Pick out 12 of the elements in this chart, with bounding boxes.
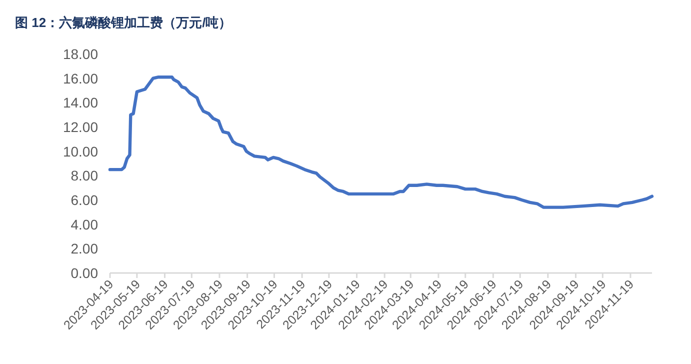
y-tick-label: 16.00 <box>62 70 98 86</box>
y-tick-label: 14.00 <box>62 94 98 111</box>
line-series <box>108 76 654 209</box>
y-tick-label: 6.00 <box>70 192 98 208</box>
y-tick-label: 18.00 <box>62 46 98 62</box>
y-tick-label: 12.00 <box>62 119 98 135</box>
y-tick-label: 4.00 <box>70 216 98 232</box>
y-tick-label: 2.00 <box>70 240 98 257</box>
y-tick-label: 8.00 <box>70 168 98 184</box>
chart-title: 图 12：六氟磷酸锂加工费（万元/吨） <box>15 15 232 30</box>
y-tick-label: 10.00 <box>62 143 98 160</box>
y-tick-label: 0.00 <box>70 265 98 281</box>
